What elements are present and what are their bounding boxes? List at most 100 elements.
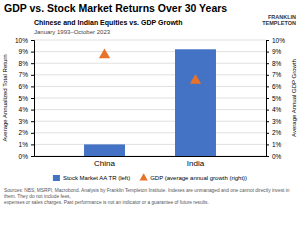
tick: 0% bbox=[19, 153, 34, 160]
tick: 5% bbox=[19, 95, 34, 102]
grid-line bbox=[34, 121, 266, 122]
grid bbox=[34, 40, 266, 156]
tick: 0% bbox=[266, 153, 282, 160]
tick: 10% bbox=[266, 37, 285, 44]
tick-mark bbox=[31, 75, 34, 76]
bar bbox=[175, 49, 216, 156]
tick-mark bbox=[266, 86, 269, 87]
tick: 9% bbox=[19, 48, 34, 55]
tick-mark bbox=[31, 121, 34, 122]
tick: China bbox=[94, 156, 115, 168]
legend-label: Stock Market AA TR (left) bbox=[63, 175, 130, 181]
axis-line bbox=[31, 41, 35, 157]
tick-label: 1% bbox=[19, 141, 29, 148]
date-range: January 1993–October 2023 bbox=[34, 29, 111, 35]
tick-label: India bbox=[187, 159, 205, 168]
tick-label: 5% bbox=[19, 95, 29, 102]
point bbox=[99, 49, 110, 59]
tick-mark bbox=[266, 98, 269, 99]
footnote-line: them. They do not include fees, bbox=[4, 194, 71, 199]
x-axis: China India bbox=[35, 156, 267, 168]
tick-label: China bbox=[94, 159, 115, 168]
grid-line bbox=[34, 51, 266, 52]
marks bbox=[84, 49, 216, 156]
tick: 7% bbox=[266, 71, 282, 78]
tick-mark bbox=[266, 121, 269, 122]
tick-label: 7% bbox=[19, 71, 29, 78]
footnote-line: expenses or sales charges. Past performa… bbox=[4, 200, 209, 205]
subtitle: Chinese and Indian Equities vs. GDP Grow… bbox=[34, 19, 182, 27]
grid-line bbox=[34, 74, 266, 75]
tick: 10% bbox=[15, 37, 34, 44]
tick-mark bbox=[31, 110, 34, 111]
tick-mark bbox=[31, 86, 34, 87]
grid-line bbox=[34, 132, 266, 133]
y-axis: 0% 1% 2% 3% 4% 5% 6% 7% 8% 9% 10% bbox=[15, 37, 35, 160]
grid-line bbox=[34, 40, 266, 41]
tick-label: 0% bbox=[19, 153, 29, 160]
tick-label: 2% bbox=[19, 129, 29, 136]
tick-mark bbox=[266, 40, 269, 41]
tick: India bbox=[187, 156, 205, 168]
legend-swatch bbox=[139, 173, 147, 180]
tick-label: 7% bbox=[272, 71, 282, 78]
axis-line bbox=[267, 41, 270, 157]
tick-mark bbox=[31, 63, 34, 64]
grid-line bbox=[34, 63, 266, 64]
tick-label: 3% bbox=[19, 118, 29, 125]
tick-label: 3% bbox=[272, 118, 282, 125]
tick-mark bbox=[31, 52, 34, 53]
logo-line: TEMPLETON bbox=[262, 20, 296, 26]
tick-mark bbox=[31, 98, 34, 99]
tick-label: 1% bbox=[272, 141, 282, 148]
tick-label: 9% bbox=[19, 48, 29, 55]
axis-line bbox=[35, 156, 267, 157]
tick-label: 6% bbox=[272, 83, 282, 90]
legend-swatch bbox=[53, 175, 60, 181]
tick-mark bbox=[31, 133, 34, 134]
tick: 8% bbox=[19, 60, 34, 67]
tick: 1% bbox=[19, 141, 34, 148]
tick-mark bbox=[266, 75, 269, 76]
grid-line bbox=[34, 144, 266, 145]
tick: 6% bbox=[19, 83, 34, 90]
tick-mark bbox=[266, 63, 269, 64]
tick-mark bbox=[266, 110, 269, 111]
tick: 5% bbox=[266, 95, 282, 102]
tick: 3% bbox=[19, 118, 34, 125]
grid-line bbox=[34, 109, 266, 110]
tick: 8% bbox=[266, 60, 282, 67]
point bbox=[190, 74, 201, 84]
tick-mark bbox=[266, 133, 269, 134]
tick: 2% bbox=[19, 129, 34, 136]
footnote: Sources: NBS, MSRPI, Macrobond. Analysis… bbox=[4, 188, 290, 205]
tick: 3% bbox=[266, 118, 282, 125]
tick-label: 10% bbox=[15, 37, 28, 44]
y-axis-title: Average Annualized Total Return bbox=[2, 54, 8, 141]
tick-mark bbox=[266, 144, 269, 145]
tick-mark bbox=[31, 156, 34, 157]
tick: 2% bbox=[266, 129, 282, 136]
tick: 7% bbox=[19, 71, 34, 78]
grid-line bbox=[34, 98, 266, 99]
tick: 4% bbox=[266, 106, 282, 113]
chart: GDP vs. Stock Market Returns Over 30 Yea… bbox=[0, 0, 300, 227]
tick-label: 0% bbox=[272, 153, 282, 160]
legend-item: Stock Market AA TR (left) bbox=[53, 175, 130, 181]
tick-label: 9% bbox=[272, 48, 282, 55]
tick-label: 8% bbox=[272, 60, 282, 67]
tick: 4% bbox=[19, 106, 34, 113]
tick-mark bbox=[31, 144, 34, 145]
tick: 9% bbox=[266, 48, 282, 55]
tick-label: 8% bbox=[19, 60, 29, 67]
grid-line bbox=[34, 86, 266, 87]
tick: 6% bbox=[266, 83, 282, 90]
tick-label: 4% bbox=[272, 106, 282, 113]
grid-line bbox=[34, 156, 266, 157]
tick-label: 4% bbox=[19, 106, 29, 113]
tick-label: 10% bbox=[272, 37, 285, 44]
y2-axis: 0% 1% 2% 3% 4% 5% 6% 7% 8% 9% 10% bbox=[266, 37, 285, 160]
tick-label: 2% bbox=[272, 129, 282, 136]
tick-label: 6% bbox=[19, 83, 29, 90]
bar bbox=[84, 144, 125, 156]
